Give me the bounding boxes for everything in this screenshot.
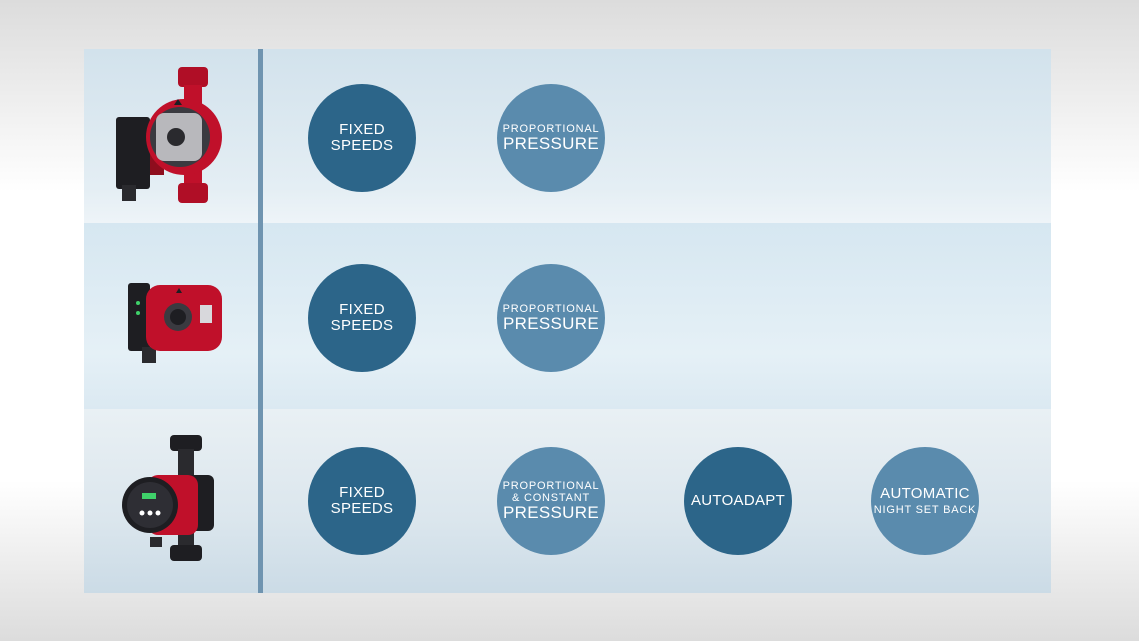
feature-circle-proportional-pressure: PROPORTIONAL PRESSURE [497,84,605,192]
feature-label-bottom: PRESSURE [503,133,599,153]
feature-label-top: AUTOMATIC [880,484,970,502]
feature-circle-proportional-constant-pressure: PROPORTIONAL & CONSTANT PRESSURE [497,447,605,555]
feature-label-top: PROPORTIONAL [502,479,600,492]
feature-label: AUTOADAPT [690,491,786,509]
feature-label-bottom: PRESSURE [503,313,599,333]
feature-circle-proportional-pressure: PROPORTIONAL PRESSURE [497,264,605,372]
feature-label: FIXED SPEEDS [330,300,394,334]
vertical-divider [258,49,263,593]
pump-row-1: FIXED SPEEDS PROPORTIONAL PRESSURE [84,49,1051,223]
feature-circle-autoadapt: AUTOADAPT [684,447,792,555]
feature-circle-fixed-speeds: FIXED SPEEDS [308,447,416,555]
feature-circle-automatic-night-set-back: AUTOMATIC NIGHT SET BACK [871,447,979,555]
pump-row-3: FIXED SPEEDS PROPORTIONAL & CONSTANT PRE… [84,409,1051,593]
pump-illustration-3-icon [122,435,214,561]
feature-label-bottom: NIGHT SET BACK [873,504,977,517]
feature-label-bottom: PRESSURE [503,502,599,522]
feature-label-top: PROPORTIONAL [502,122,600,135]
feature-circle-fixed-speeds: FIXED SPEEDS [308,84,416,192]
pump-illustration-1-icon [116,67,222,203]
feature-label-middle: & CONSTANT [511,491,591,504]
comparison-panel: FIXED SPEEDS PROPORTIONAL PRESSURE FIXED… [84,49,1051,593]
pump-row-2: FIXED SPEEDS PROPORTIONAL PRESSURE [84,223,1051,409]
feature-circle-fixed-speeds: FIXED SPEEDS [308,264,416,372]
feature-label: FIXED SPEEDS [330,120,394,154]
pump-illustration-2-icon [128,283,222,363]
feature-label: FIXED SPEEDS [330,483,394,517]
feature-label-top: PROPORTIONAL [502,302,600,315]
